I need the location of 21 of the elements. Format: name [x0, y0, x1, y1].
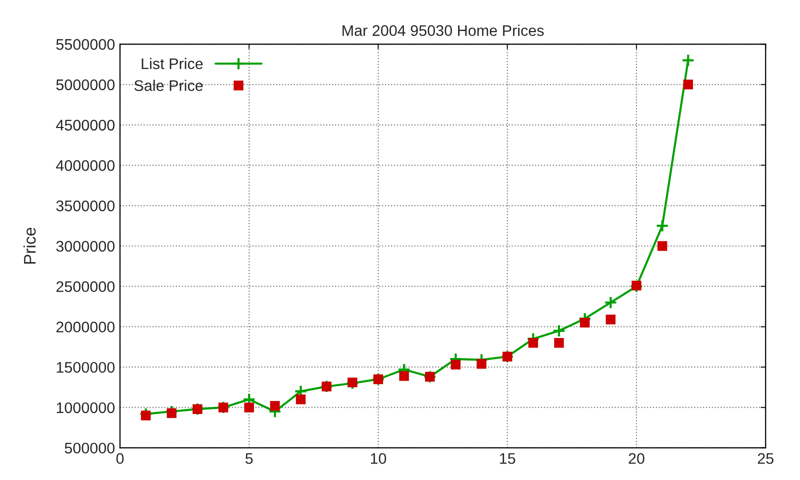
y-tick-label: 3500000: [56, 200, 115, 212]
x-tick-label: 25: [758, 453, 774, 464]
y-tick-label: 1500000: [56, 362, 115, 373]
y-tick-label: 2000000: [56, 322, 115, 332]
x-tick-label: 0: [116, 453, 124, 464]
y-tick-label: 3000000: [56, 240, 115, 252]
x-tick-label: 15: [500, 453, 516, 464]
y-tick-label: 2500000: [56, 281, 115, 292]
y-tick-label: 1000000: [56, 402, 115, 414]
y-axis-title: Price: [23, 228, 36, 264]
y-tick-label: 5000000: [56, 79, 115, 90]
y-tick-label: 5500000: [56, 39, 115, 50]
chart-title: Mar 2004 95030 Home Prices: [342, 24, 544, 36]
y-tick-label: 4000000: [56, 160, 115, 171]
legend-label: Sale Price: [134, 80, 203, 92]
legend-label: List Price: [142, 58, 203, 70]
y-tick-label: 4500000: [56, 120, 115, 131]
x-tick-label: 5: [245, 453, 253, 464]
x-tick-label: 10: [370, 453, 386, 464]
y-tick-label: 500000: [64, 442, 115, 454]
x-tick-label: 20: [628, 453, 644, 464]
